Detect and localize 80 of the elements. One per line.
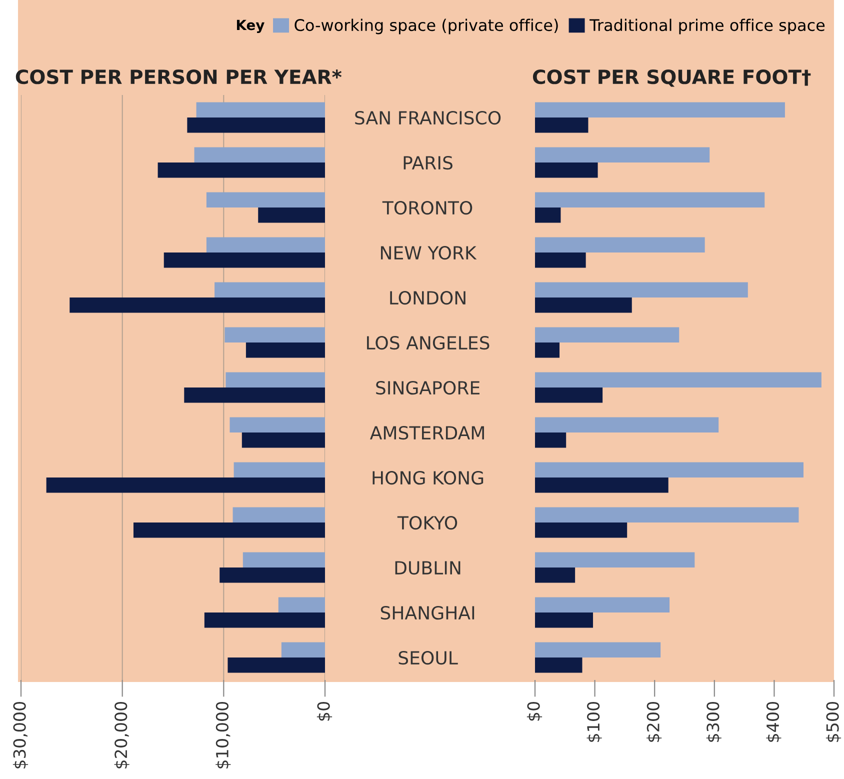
y-tick-label: PARIS xyxy=(404,156,452,170)
bar xyxy=(46,478,325,493)
bar xyxy=(196,102,325,118)
bar xyxy=(70,298,325,313)
chart-title: COST PER SQUARE FOOT† xyxy=(532,69,811,87)
y-tick-label: LOS ANGELES xyxy=(367,336,490,350)
bar xyxy=(281,642,325,658)
y-tick-label: HONG KONG xyxy=(372,470,484,485)
bar xyxy=(184,388,325,403)
bar xyxy=(224,327,325,342)
bar xyxy=(535,552,695,568)
bar xyxy=(535,432,566,448)
bar xyxy=(246,342,325,358)
bar xyxy=(535,388,603,403)
y-tick-label: SEOUL xyxy=(398,650,458,665)
bar xyxy=(535,568,576,583)
chart-title: COST PER PERSON PER YEAR* xyxy=(16,69,342,84)
x-tick-label: $20,000 xyxy=(114,702,130,768)
bar xyxy=(535,372,822,388)
y-tick-label: TOKYO xyxy=(397,516,458,530)
y-tick-label: SAN FRANCISCO xyxy=(355,110,501,125)
y-tick-label: DUBLIN xyxy=(395,561,460,575)
bar xyxy=(535,147,710,162)
bar xyxy=(278,597,325,612)
bar xyxy=(535,237,705,252)
bar xyxy=(535,462,804,478)
bar xyxy=(242,432,325,448)
bar xyxy=(535,118,588,133)
bar xyxy=(535,208,561,223)
bar xyxy=(164,252,325,268)
bar xyxy=(226,372,325,388)
bar xyxy=(206,237,325,252)
legend-title: Key xyxy=(236,20,264,34)
bar xyxy=(234,462,325,478)
y-tick-label: TORONTO xyxy=(382,200,472,215)
bar xyxy=(535,327,680,342)
x-tick-label: $0 xyxy=(316,702,332,721)
bar xyxy=(535,478,668,493)
bar xyxy=(535,252,586,268)
y-tick-label: NEW YORK xyxy=(380,246,477,260)
bar xyxy=(535,342,560,358)
bar xyxy=(535,522,628,538)
x-tick-label: $0 xyxy=(526,702,542,721)
bar xyxy=(230,417,325,432)
bar xyxy=(535,612,594,628)
bar xyxy=(258,208,325,223)
bar xyxy=(535,597,670,612)
bar xyxy=(535,642,661,658)
x-tick-label: $200 xyxy=(646,702,662,742)
x-tick-label: $300 xyxy=(706,702,722,742)
legend-label: Co-working space (private office) xyxy=(294,18,558,34)
bar xyxy=(535,658,582,673)
x-tick-label: $10,000 xyxy=(216,702,231,768)
bar xyxy=(220,568,325,583)
y-tick-label: AMSTERDAM xyxy=(370,426,484,440)
bar xyxy=(133,522,325,538)
bar xyxy=(242,552,325,568)
bar xyxy=(187,118,325,133)
bar xyxy=(535,162,598,178)
bar xyxy=(194,147,325,162)
y-tick-label: SHANGHAI xyxy=(380,606,474,620)
bar xyxy=(228,658,325,673)
x-tick-label: $400 xyxy=(766,702,782,742)
bar xyxy=(204,612,325,628)
bar xyxy=(214,282,325,298)
bar xyxy=(535,298,632,313)
bar xyxy=(232,507,325,522)
bar xyxy=(206,192,325,208)
bar xyxy=(535,102,785,118)
x-tick-label: $30,000 xyxy=(12,702,28,768)
bar xyxy=(158,162,325,178)
legend-label: Traditional prime office space xyxy=(590,18,825,34)
x-tick-label: $500 xyxy=(826,702,842,742)
bar xyxy=(535,192,765,208)
x-tick-label: $100 xyxy=(586,702,602,742)
y-tick-label: LONDON xyxy=(390,290,466,305)
bar xyxy=(535,282,748,298)
bar xyxy=(535,417,719,432)
y-tick-label: SINGAPORE xyxy=(376,380,480,395)
bar xyxy=(535,507,799,522)
